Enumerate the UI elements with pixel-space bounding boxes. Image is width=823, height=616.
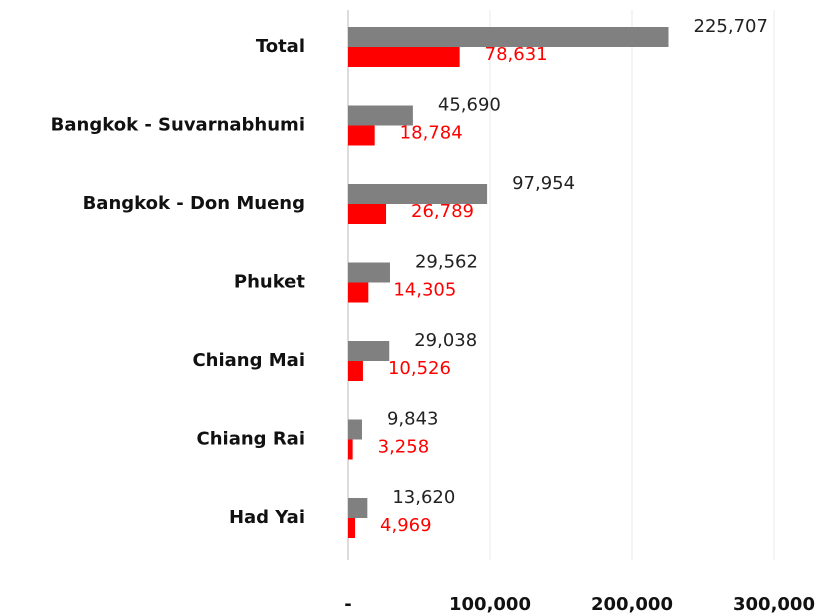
value-label: 9,843 [387, 409, 439, 430]
x-tick-label: 200,000 [591, 594, 673, 615]
bar [348, 518, 356, 538]
value-label: 3,258 [378, 437, 430, 458]
category-label: Total [256, 36, 305, 57]
category-label: Phuket [234, 272, 306, 293]
value-label: 4,969 [380, 515, 432, 536]
value-label: 225,707 [694, 16, 768, 37]
bar [348, 282, 369, 303]
value-label: 97,954 [512, 173, 575, 194]
category-label: Chiang Rai [197, 429, 305, 450]
value-label: 78,631 [485, 44, 548, 65]
category-label: Had Yai [229, 507, 305, 528]
value-label: 29,038 [414, 330, 477, 351]
bar [348, 184, 488, 204]
value-label: 13,620 [392, 487, 455, 508]
x-tick-label: 100,000 [449, 594, 531, 615]
bar [348, 419, 362, 440]
value-label: 45,690 [438, 95, 501, 116]
value-label: 18,784 [400, 123, 463, 144]
bar [348, 27, 669, 47]
category-label: Bangkok - Suvarnabhumi [51, 115, 305, 136]
category-label: Chiang Mai [192, 350, 305, 371]
value-label: 10,526 [388, 358, 451, 379]
bar [348, 47, 460, 67]
bar [348, 439, 353, 460]
x-tick-label: - [344, 594, 351, 615]
category-label: Bangkok - Don Mueng [83, 193, 305, 214]
bar [348, 204, 387, 224]
x-tick-label: 300,000 [733, 594, 815, 615]
value-label: 29,562 [415, 252, 478, 273]
bar [348, 361, 363, 381]
value-label: 26,789 [411, 201, 474, 222]
bar [348, 341, 390, 361]
bar [348, 498, 368, 518]
value-label: 14,305 [393, 280, 456, 301]
bar [348, 125, 375, 146]
bar [348, 262, 390, 283]
bar [348, 105, 413, 126]
